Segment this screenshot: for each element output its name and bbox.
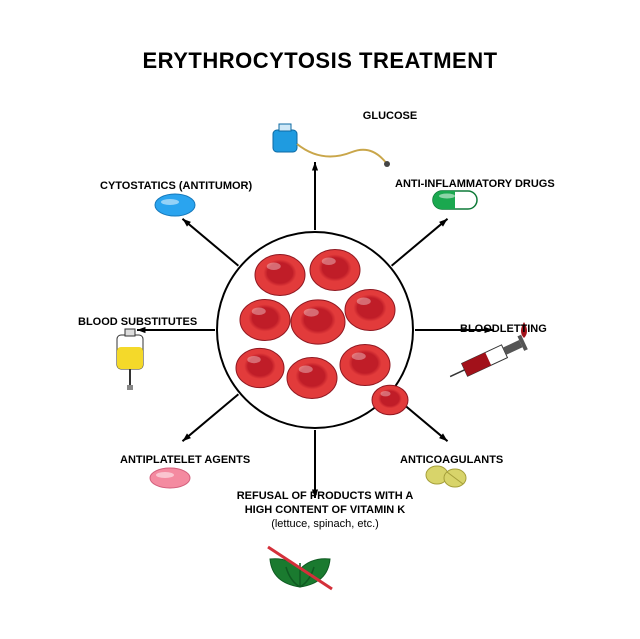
pink-pill-icon (150, 468, 190, 488)
syringe-icon (447, 335, 528, 384)
label-antiinflammatory: ANTI-INFLAMMATORY DRUGS (395, 178, 555, 192)
label-antiplatelet: ANTIPLATELET AGENTS (120, 454, 250, 468)
label-glucose: GLUCOSE (290, 110, 490, 124)
label-bloodsubstitutes: BLOOD SUBSTITUTES (78, 316, 197, 330)
label-anticoagulants: ANTICOAGULANTS (400, 454, 503, 468)
iv-bag-icon (117, 329, 143, 390)
no-vitamin-k-icon (268, 547, 332, 589)
label-cytostatics: CYTOSTATICS (ANTITUMOR) (100, 180, 252, 194)
capsule-icon (433, 191, 477, 209)
tablets-icon (426, 466, 466, 487)
label-refusal: REFUSAL OF PRODUCTS WITH AHIGH CONTENT O… (225, 490, 425, 531)
glucose-icon (273, 124, 390, 167)
blue-pill-icon (155, 194, 195, 216)
label-bloodletting: BLOODLETTING (460, 323, 547, 337)
